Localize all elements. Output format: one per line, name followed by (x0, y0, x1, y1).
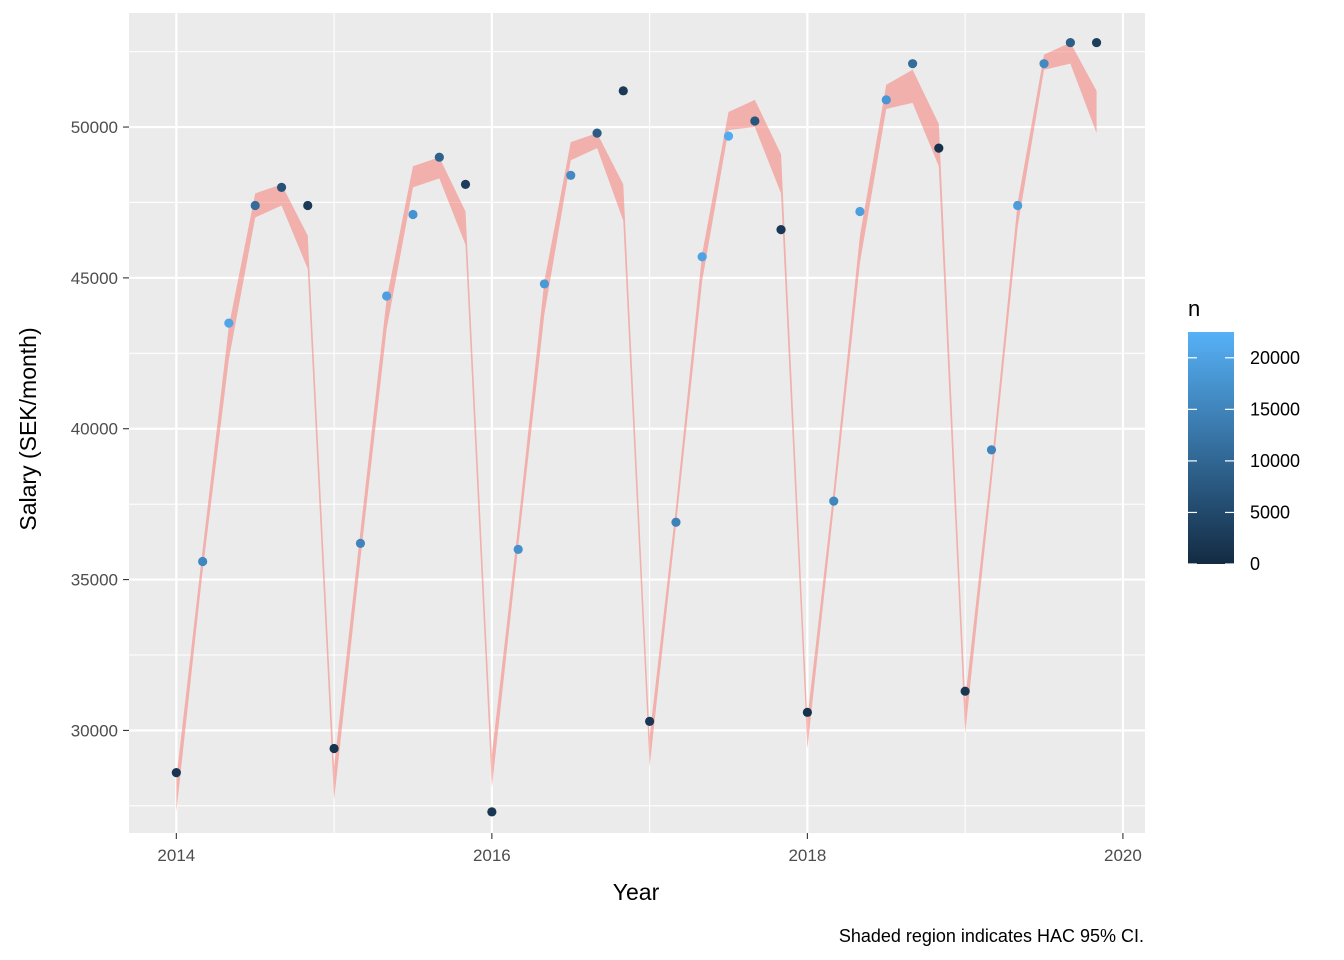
data-point (908, 59, 918, 69)
data-point (671, 517, 681, 527)
data-points (171, 37, 1102, 817)
y-tick-label: 35000 (71, 571, 118, 590)
x-tick-label: 2018 (788, 846, 826, 865)
data-point (355, 538, 366, 548)
data-point (697, 252, 707, 262)
y-axis-title: Salary (SEK/month) (15, 327, 41, 530)
legend-label: 5000 (1250, 502, 1290, 522)
y-tick-label: 30000 (71, 721, 118, 740)
data-point (382, 291, 392, 301)
data-point (802, 707, 812, 717)
x-tick-label: 2020 (1104, 846, 1142, 865)
data-point (1039, 59, 1049, 69)
data-point (1065, 37, 1075, 48)
data-point (855, 206, 865, 217)
legend-label: 10000 (1250, 451, 1300, 471)
x-axis: 2014 2016 2018 2020 (157, 833, 1142, 865)
data-point (250, 200, 260, 211)
y-tick-label: 45000 (71, 269, 118, 288)
data-point (171, 768, 181, 778)
data-point (487, 807, 497, 817)
data-point (723, 131, 734, 141)
y-tick-label: 40000 (71, 420, 118, 439)
data-point (329, 743, 339, 754)
data-point (460, 179, 471, 189)
data-point (776, 225, 786, 235)
chart-caption: Shaded region indicates HAC 95% CI. (839, 926, 1144, 946)
legend-ticks: 0 5000 10000 15000 20000 (1188, 348, 1300, 574)
legend-label: 20000 (1250, 348, 1300, 368)
data-point (881, 95, 891, 105)
legend-colorbar (1188, 332, 1234, 564)
data-point (645, 716, 655, 726)
data-point (934, 143, 944, 153)
y-tick-label: 50000 (71, 118, 118, 137)
legend-label: 0 (1250, 554, 1260, 574)
data-point (513, 544, 523, 555)
data-point (1091, 37, 1102, 48)
x-tick-label: 2016 (473, 846, 511, 865)
legend-label: 15000 (1250, 399, 1300, 419)
data-point (1013, 200, 1023, 211)
data-point (198, 556, 208, 567)
data-point (592, 128, 602, 138)
data-point (539, 279, 549, 289)
data-point (960, 686, 970, 696)
data-point (434, 152, 444, 162)
data-point (618, 86, 628, 96)
data-point (829, 496, 839, 506)
y-axis: 30000 35000 40000 45000 50000 (71, 118, 129, 740)
data-point (408, 209, 418, 220)
data-point (303, 200, 313, 211)
legend-title: n (1188, 296, 1200, 321)
color-legend: n 0 5000 10000 15000 20000 (1188, 296, 1300, 574)
data-point (750, 116, 760, 126)
data-point (224, 318, 234, 328)
grid-major (129, 13, 1145, 833)
data-point (566, 170, 576, 180)
plot-panel (129, 13, 1145, 833)
data-point (986, 445, 997, 455)
data-point (276, 182, 287, 192)
x-tick-label: 2014 (157, 846, 195, 865)
x-axis-title: Year (613, 879, 660, 905)
